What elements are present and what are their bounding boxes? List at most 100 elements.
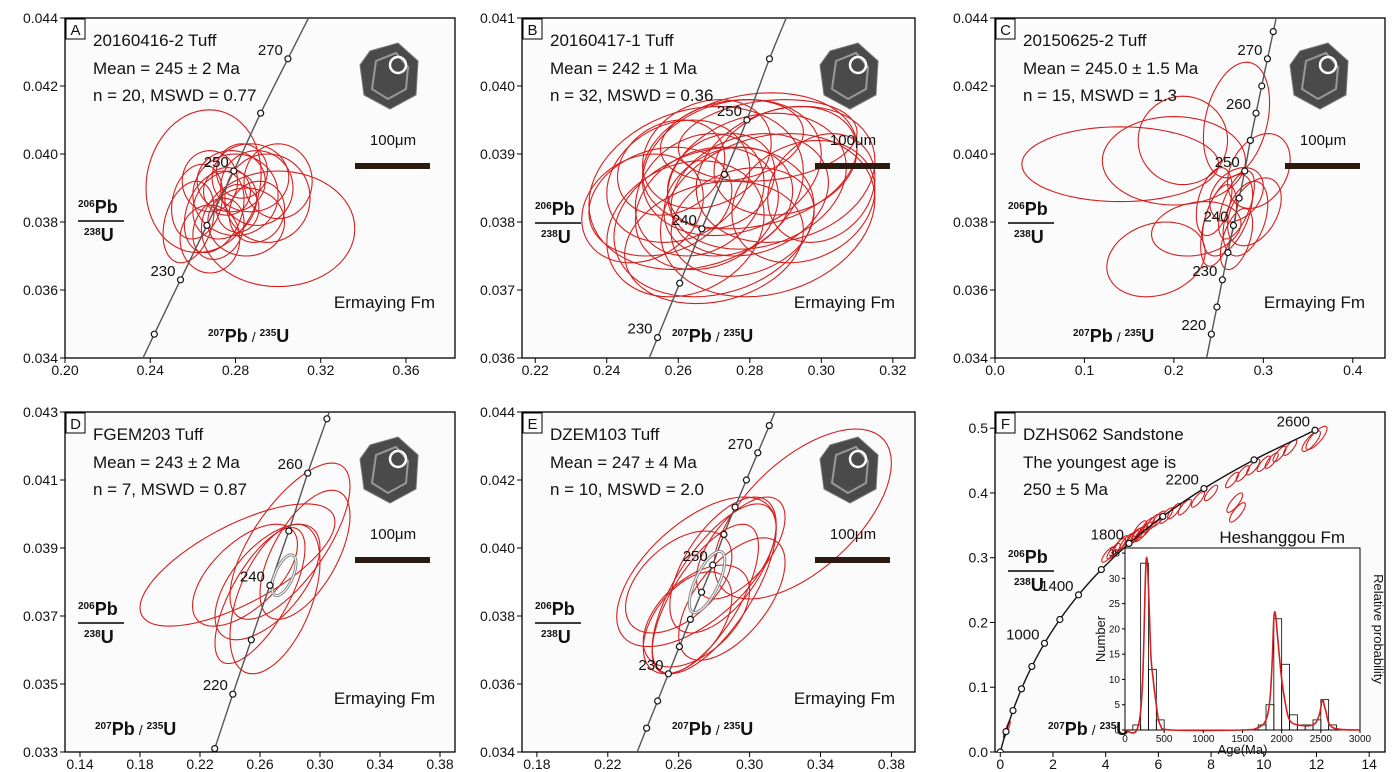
- concordia-age-marker: [633, 752, 639, 758]
- scale-label: 100μm: [830, 526, 876, 543]
- y-tick-label: 0.034: [23, 350, 58, 366]
- concordia-age-label: 1000: [1006, 626, 1039, 643]
- y-tick-label: 0.040: [953, 146, 988, 162]
- x-tick-label: 0.18: [523, 756, 550, 772]
- concordia-age-label: 270: [258, 42, 283, 59]
- scale-label: 100μm: [1300, 132, 1346, 149]
- concordia-age-marker: [766, 56, 772, 62]
- x-tick-label: 12: [1309, 756, 1325, 772]
- mass-number: 206: [1008, 549, 1025, 560]
- inset-y-tick-label: 5: [1114, 700, 1120, 711]
- concordia-age-marker: [1270, 29, 1276, 35]
- mass-number: 238: [541, 229, 558, 240]
- concordia-age-marker: [1057, 616, 1063, 622]
- inset-y-tick-label: 30: [1109, 574, 1121, 585]
- panel-letter: C: [1000, 22, 1011, 39]
- x-tick-label: 0.24: [137, 362, 164, 378]
- scale-bar: [815, 163, 890, 169]
- concordia-age-marker: [778, 395, 784, 401]
- concordia-age-marker: [212, 746, 218, 752]
- inset-x-label: Age(Ma): [1218, 742, 1268, 757]
- panel: 0.200.240.280.320.360.0340.0360.0380.040…: [23, 1, 455, 391]
- inset-x-tick-label: 0: [1122, 734, 1128, 745]
- element: U: [1141, 326, 1154, 346]
- y-tick-label: 0.037: [480, 282, 515, 298]
- element: U: [101, 225, 114, 245]
- y-tick-label: 0.040: [23, 146, 58, 162]
- separator: /: [716, 722, 720, 738]
- x-tick-label: 0.28: [736, 362, 763, 378]
- scale-bar: [355, 163, 430, 169]
- y-tick-label: 0.1: [969, 679, 989, 695]
- concordia-age-marker: [744, 117, 750, 123]
- concordia-age-marker: [710, 562, 716, 568]
- x-tick-label: 6: [1154, 756, 1162, 772]
- element: U: [558, 627, 571, 647]
- x-tick-label: 2: [1049, 756, 1057, 772]
- concordia-age-marker: [677, 280, 683, 286]
- element: Pb: [689, 326, 712, 346]
- mass-number: 235: [260, 328, 277, 339]
- concordia-age-label: 270: [1237, 42, 1262, 59]
- mass-number: 206: [78, 601, 95, 612]
- element: Pb: [1025, 547, 1048, 567]
- element: Pb: [1025, 199, 1048, 219]
- sample-title: DZHS062 Sandstone: [1023, 425, 1184, 444]
- mass-number: 206: [1008, 201, 1025, 212]
- concordia-age-label: 240: [240, 568, 265, 585]
- mass-number: 238: [1014, 577, 1031, 588]
- y-tick-label: 0.034: [953, 350, 988, 366]
- concordia-age-marker: [1219, 277, 1225, 283]
- y-tick-label: 0.038: [480, 608, 515, 624]
- element: Pb: [1065, 719, 1088, 739]
- mass-number: 238: [541, 629, 558, 640]
- x-tick-label: 0.32: [879, 362, 906, 378]
- concordia-age-label: 270: [728, 436, 753, 453]
- y-tick-label: 0.033: [23, 744, 58, 760]
- annotation: n = 20, MSWD = 0.77: [93, 86, 256, 105]
- annotation: Mean = 247 ± 4 Ma: [550, 453, 697, 472]
- mass-number: 207: [1073, 328, 1090, 339]
- x-tick-label: 8: [1207, 756, 1215, 772]
- concordia-age-marker: [1214, 304, 1220, 310]
- inset-y-tick-label: 35: [1109, 549, 1121, 560]
- mass-number: 235: [724, 328, 741, 339]
- y-tick-label: 0.5: [969, 420, 989, 436]
- scale-label: 100μm: [830, 132, 876, 149]
- concordia-age-label: 230: [627, 321, 652, 338]
- y-tick-label: 0.040: [480, 540, 515, 556]
- x-tick-label: 0.22: [522, 362, 549, 378]
- mass-number: 207: [95, 721, 112, 732]
- y-tick-label: 0.3: [969, 550, 989, 566]
- y-tick-label: 0.039: [23, 540, 58, 556]
- inset: 05001000150020002500300005101520253035Ag…: [1093, 548, 1386, 757]
- x-tick-label: 0.14: [66, 756, 93, 772]
- concordia-age-marker: [1003, 729, 1009, 735]
- concordia-age-marker: [305, 470, 311, 476]
- x-tick-label: 0: [996, 756, 1004, 772]
- scale-bar: [1285, 163, 1360, 169]
- concordia-age-marker: [1247, 137, 1253, 143]
- x-tick-label: 0.0: [985, 362, 1005, 378]
- x-tick-label: 0.22: [186, 756, 213, 772]
- concordia-age-marker: [267, 582, 273, 588]
- element: Pb: [112, 719, 135, 739]
- element: U: [740, 326, 753, 346]
- annotation: Mean = 245.0 ± 1.5 Ma: [1023, 59, 1199, 78]
- scale-bar: [355, 557, 430, 563]
- mass-number: 206: [535, 201, 552, 212]
- inset-y-label: Number: [1093, 615, 1108, 662]
- concordia-age-marker: [324, 416, 330, 422]
- sample-title: 20160416-2 Tuff: [93, 31, 217, 50]
- concordia-age-label: 250: [204, 154, 229, 171]
- concordia-age-marker: [231, 168, 237, 174]
- concordia-age-label: 230: [638, 657, 663, 674]
- concordia-age-label: 1800: [1091, 526, 1124, 543]
- element: Pb: [1090, 326, 1113, 346]
- element: U: [1031, 575, 1044, 595]
- x-tick-label: 0.2: [1164, 362, 1184, 378]
- inset-y-tick-label: 0: [1114, 726, 1120, 737]
- page: 0.200.240.280.320.360.0340.0360.0380.040…: [0, 0, 1400, 772]
- element: Pb: [552, 599, 575, 619]
